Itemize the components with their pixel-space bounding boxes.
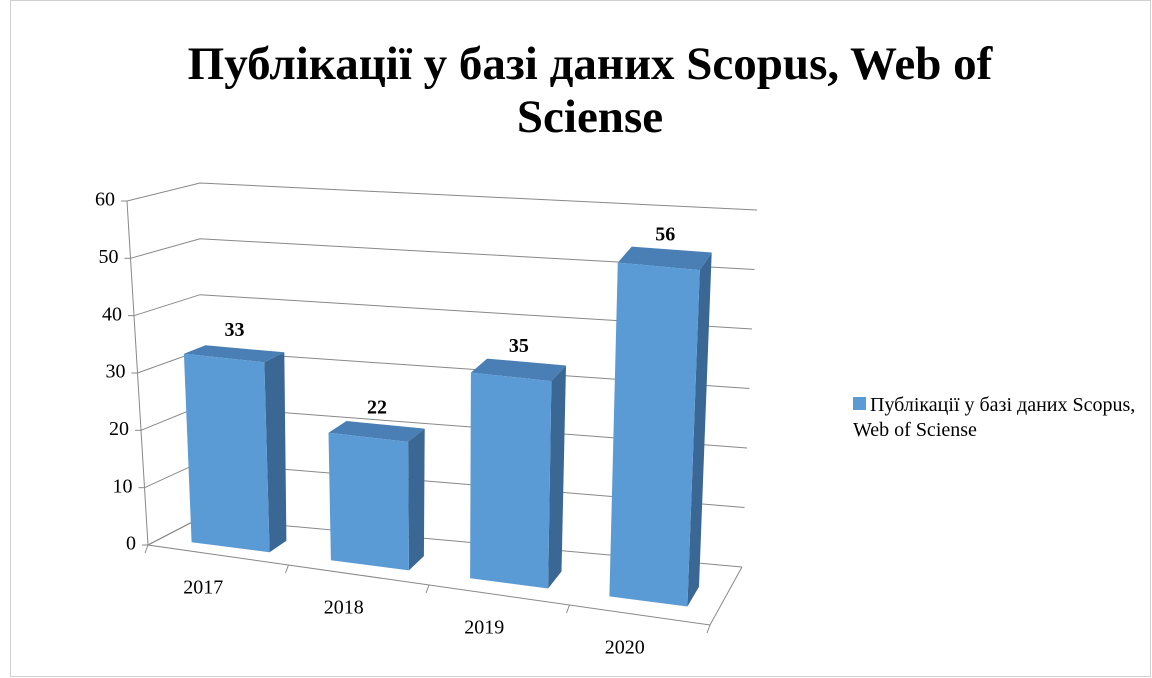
bar: [609, 262, 700, 607]
bar-side: [548, 365, 566, 589]
bar-top: [470, 358, 566, 382]
legend-label: Публікації у базі даних Scopus, Web of S…: [853, 394, 1136, 441]
bar: [328, 432, 409, 571]
data-label: 35: [509, 335, 529, 357]
x-tick: [566, 604, 570, 614]
y-tick-label: 60: [95, 189, 115, 211]
x-tick: [144, 544, 149, 554]
data-label: 33: [225, 319, 245, 341]
y-tick-label: 30: [106, 361, 126, 383]
bar-side: [264, 352, 287, 553]
x-tick: [706, 624, 711, 634]
data-label: 56: [655, 224, 675, 246]
grid-line: [133, 294, 753, 330]
data-label: 22: [367, 397, 387, 419]
bar-side: [408, 428, 425, 571]
bar-top: [617, 246, 712, 271]
x-tick: [425, 584, 430, 594]
y-tick-label: 50: [99, 246, 119, 268]
y-tick-label: 20: [109, 418, 129, 440]
x-tick: [285, 564, 289, 574]
chart-title: Публікації у базі даних Scopus, Web of S…: [187, 38, 993, 143]
bar-side: [687, 252, 712, 607]
x-tick-label: 2018: [324, 597, 364, 619]
bar: [470, 372, 552, 589]
bar: [183, 353, 270, 553]
x-tick-label: 2019: [464, 617, 504, 639]
bar-top: [183, 345, 285, 363]
legend: Публікації у базі даних Scopus, Web of S…: [853, 393, 1143, 443]
x-tick-label: 2017: [183, 577, 223, 599]
legend-key: [853, 397, 866, 410]
bar-top: [328, 421, 425, 442]
y-tick-label: 0: [126, 533, 136, 555]
y-tick-label: 40: [102, 303, 122, 325]
x-tick-label: 2020: [605, 637, 645, 659]
chart-border: [10, 0, 1151, 677]
grid-line: [130, 238, 755, 270]
grid-line: [126, 182, 758, 211]
y-tick-label: 10: [113, 475, 133, 497]
